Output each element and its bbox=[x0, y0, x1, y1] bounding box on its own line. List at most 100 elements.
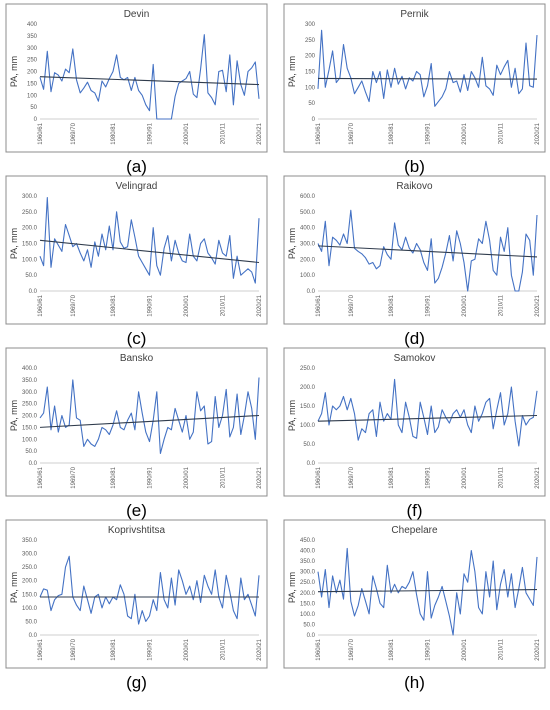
y-tick-label: 50.0 bbox=[303, 442, 315, 448]
x-tick-label: 2010/11 bbox=[499, 294, 505, 316]
x-tick-label: 1960/61 bbox=[316, 294, 322, 316]
y-tick-label: 150.0 bbox=[22, 592, 38, 598]
chart-title: Bansko bbox=[120, 353, 154, 364]
x-tick-label: 1980/81 bbox=[111, 466, 117, 488]
panel-letter: (g) bbox=[126, 673, 147, 692]
x-tick-label: 1990/91 bbox=[148, 122, 154, 144]
x-tick-label: 2020/21 bbox=[257, 122, 263, 144]
y-tick-label: 100.0 bbox=[300, 612, 316, 618]
y-tick-label: 400.0 bbox=[22, 366, 38, 372]
chart-chepelare: Chepelare PA, mm 0.0 50.0 100.0 150.0 200.0 250… bbox=[283, 519, 546, 692]
y-tick-label: 200.0 bbox=[300, 257, 316, 263]
chart-frame bbox=[5, 519, 268, 669]
x-tick-label: 2010/11 bbox=[221, 638, 227, 660]
x-tick-label: 2000/01 bbox=[184, 122, 190, 144]
y-tick-label: 350.0 bbox=[22, 378, 38, 384]
y-tick-label: 150.0 bbox=[22, 242, 38, 248]
x-tick-label: 1960/61 bbox=[38, 638, 44, 660]
x-tick-label: 2020/21 bbox=[257, 638, 263, 660]
trend-line bbox=[317, 589, 538, 593]
x-tick-label: 1990/91 bbox=[426, 294, 432, 316]
chart-pernik: Pernik PA, mm 0 50 100 150 200 250 300 1960/61 196… bbox=[283, 3, 546, 176]
y-tick-label: 0.0 bbox=[307, 461, 316, 467]
chart-velingrad: Velingrad PA, mm 0.0 50.0 100.0 150.0 200.0 250… bbox=[5, 175, 268, 348]
x-tick-label: 1980/81 bbox=[111, 294, 117, 316]
x-tick-label: 2010/11 bbox=[221, 466, 227, 488]
y-tick-label: 100.0 bbox=[22, 606, 38, 612]
y-tick-label: 300.0 bbox=[22, 552, 38, 558]
y-tick-label: 200.0 bbox=[22, 579, 38, 585]
y-tick-label: 250.0 bbox=[300, 580, 316, 586]
series-line bbox=[317, 29, 538, 107]
x-tick-label: 2020/21 bbox=[535, 294, 541, 316]
x-tick-label: 1990/91 bbox=[426, 466, 432, 488]
y-axis-label: PA, mm bbox=[9, 572, 19, 603]
y-tick-label: 0.0 bbox=[29, 289, 38, 295]
trend-line bbox=[317, 77, 538, 80]
x-tick-label: 2010/11 bbox=[221, 122, 227, 144]
chart-title: Chepelare bbox=[391, 525, 438, 536]
y-axis-label: PA, mm bbox=[9, 56, 19, 87]
panel-raikovo: Raikovo PA, mm 0.0 100.0 200.0 300.0 400.0 500.… bbox=[282, 174, 547, 366]
y-axis-label: PA, mm bbox=[287, 572, 297, 603]
panel-letter: (e) bbox=[126, 501, 147, 520]
y-axis-label: PA, mm bbox=[9, 400, 19, 431]
panel-devin: Devin PA, mm 0 50 100 150 200 250 300 350 400 1960/… bbox=[4, 2, 269, 194]
panel-samokov: Samokov PA, mm 0.0 50.0 100.0 150.0 200.0 250.0… bbox=[282, 346, 547, 538]
x-tick-label: 1960/61 bbox=[316, 466, 322, 488]
x-tick-label: 1980/81 bbox=[389, 638, 395, 660]
y-tick-label: 0 bbox=[34, 117, 38, 123]
x-tick-label: 2010/11 bbox=[499, 122, 505, 144]
x-tick-label: 1969/70 bbox=[349, 122, 355, 144]
x-tick-label: 1990/91 bbox=[148, 466, 154, 488]
chart-raikovo: Raikovo PA, mm 0.0 100.0 200.0 300.0 400.0 500.… bbox=[283, 175, 546, 348]
x-tick-label: 1969/70 bbox=[71, 122, 77, 144]
x-tick-label: 2000/01 bbox=[184, 466, 190, 488]
x-tick-label: 1980/81 bbox=[389, 466, 395, 488]
y-tick-label: 0.0 bbox=[29, 633, 38, 639]
y-axis-label: PA, mm bbox=[287, 228, 297, 259]
y-tick-label: 150.0 bbox=[300, 601, 316, 607]
y-tick-label: 400 bbox=[27, 22, 38, 28]
y-tick-label: 450.0 bbox=[300, 538, 316, 544]
chart-bansko: Bansko PA, mm 0.0 50.0 100.0 150.0 200.0 250.0 3… bbox=[5, 347, 268, 520]
panel-letter: (f) bbox=[406, 501, 422, 520]
panel-letter: (c) bbox=[127, 329, 147, 348]
x-tick-label: 2010/11 bbox=[221, 294, 227, 316]
y-tick-label: 50.0 bbox=[25, 273, 37, 279]
y-tick-label: 100.0 bbox=[300, 423, 316, 429]
x-tick-label: 1960/61 bbox=[316, 638, 322, 660]
y-tick-label: 250.0 bbox=[22, 402, 38, 408]
x-tick-label: 1969/70 bbox=[349, 466, 355, 488]
chart-koprivshtitsa: Koprivshtitsa PA, mm 0.0 50.0 100.0 150.0 200.… bbox=[5, 519, 268, 692]
panel-letter: (h) bbox=[404, 673, 425, 692]
x-tick-label: 2020/21 bbox=[257, 466, 263, 488]
y-tick-label: 250.0 bbox=[22, 210, 38, 216]
x-tick-label: 1969/70 bbox=[349, 294, 355, 316]
series-line bbox=[317, 209, 538, 292]
x-tick-label: 2020/21 bbox=[535, 466, 541, 488]
x-tick-label: 2000/01 bbox=[184, 294, 190, 316]
y-tick-label: 0.0 bbox=[307, 633, 316, 639]
y-tick-label: 300 bbox=[305, 22, 316, 28]
y-tick-label: 350.0 bbox=[22, 538, 38, 544]
y-tick-label: 250 bbox=[27, 58, 38, 64]
y-tick-label: 300 bbox=[27, 46, 38, 52]
y-tick-label: 100 bbox=[27, 93, 38, 99]
y-tick-label: 200.0 bbox=[300, 385, 316, 391]
panel-chepelare: Chepelare PA, mm 0.0 50.0 100.0 150.0 200.0 250… bbox=[282, 518, 547, 710]
x-tick-label: 2000/01 bbox=[462, 122, 468, 144]
series-line bbox=[317, 378, 538, 447]
x-tick-label: 1960/61 bbox=[38, 122, 44, 144]
y-tick-label: 200.0 bbox=[22, 226, 38, 232]
y-tick-label: 250.0 bbox=[22, 565, 38, 571]
x-tick-label: 2020/21 bbox=[535, 638, 541, 660]
trend-line bbox=[39, 76, 260, 86]
y-tick-label: 400.0 bbox=[300, 549, 316, 555]
y-tick-label: 400.0 bbox=[300, 226, 316, 232]
y-tick-label: 300.0 bbox=[300, 570, 316, 576]
y-tick-label: 150 bbox=[27, 81, 38, 87]
figure: Devin PA, mm 0 50 100 150 200 250 300 350 400 1960/… bbox=[4, 2, 547, 692]
x-tick-label: 1980/81 bbox=[111, 638, 117, 660]
chart-samokov: Samokov PA, mm 0.0 50.0 100.0 150.0 200.0 250.0… bbox=[283, 347, 546, 520]
